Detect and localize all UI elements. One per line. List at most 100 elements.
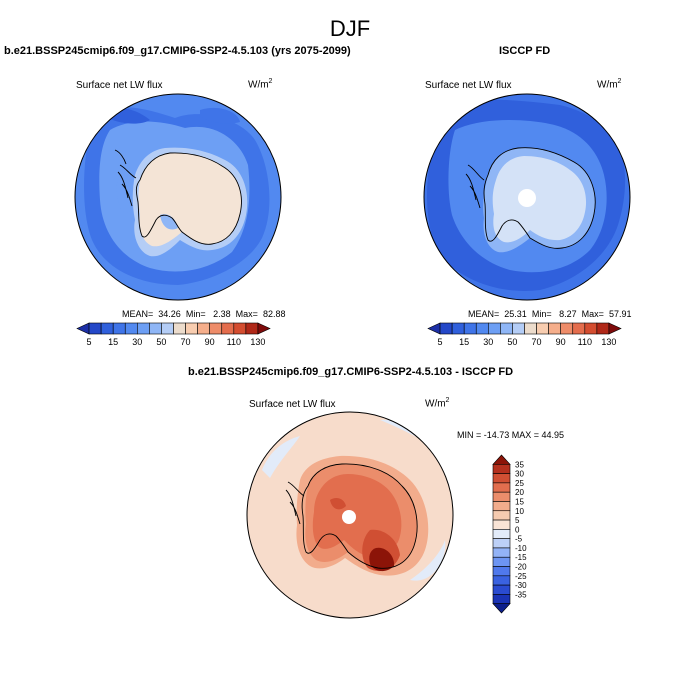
colorbar-tick-label: -35 [515,590,527,599]
panel2-variable: Surface net LW flux [425,80,512,91]
colorbar-box [451,322,465,335]
colorbar-box [492,519,511,530]
panel1-title: b.e21.BSSP245cmip6.f09_g17.CMIP6-SSP2-4.… [4,45,351,57]
colorbar-box [492,575,511,586]
colorbar-box [149,322,162,335]
colorbar-box [500,322,513,335]
colorbar-tick-label: 110 [578,337,592,347]
colorbar-box [209,322,223,335]
colorbar-box [512,322,525,335]
panel2-map-border [423,93,631,301]
panel1-variable: Surface net LW flux [76,80,163,91]
panel1-map [75,94,281,300]
colorbar-box [76,322,90,335]
colorbar-box [492,556,511,567]
colorbar-box [100,322,114,335]
colorbar-box [137,322,150,335]
panel1-colorbar: 5 15 30 50 70 90 110 130 [76,322,271,347]
colorbar-box [124,322,138,335]
colorbar-tick-label: 0 [515,525,520,534]
colorbar-box [439,322,453,335]
colorbar-box [492,594,511,605]
colorbar-box [492,529,511,539]
colorbar-tick-label: 15 [515,497,524,506]
panel2-pole-hole [518,189,536,207]
colorbar-tick-label: 35 [515,460,524,469]
colorbar-box [548,322,561,335]
colorbar-tick-label: 5 [515,516,520,525]
panel3-title: b.e21.BSSP245cmip6.f09_g17.CMIP6-SSP2-4.… [188,366,514,378]
panel3-coastline [285,463,418,569]
colorbar-box [492,482,511,493]
colorbar-box [488,322,501,335]
colorbar-tick-label: -10 [515,544,527,553]
colorbar-box [257,322,271,335]
panel3-units: W/m2 [425,397,450,410]
colorbar-tick-label: 90 [556,337,566,347]
colorbar-box [221,322,235,335]
colorbar-tick-label: 50 [507,337,517,347]
panel3-minmax: MIN = -14.73 MAX = 44.95 [457,430,565,440]
colorbar-box [524,322,537,335]
colorbar-tick-label: 20 [515,488,524,497]
colorbar-box [197,322,210,335]
colorbar-tick-label: 30 [515,470,524,479]
colorbar-tick-label: 110 [227,337,241,347]
panel2-title: ISCCP FD [499,45,551,57]
colorbar-tick-label: 15 [459,337,469,347]
colorbar-box [492,584,511,595]
colorbar-tick-label: 10 [515,507,524,516]
colorbar-box [608,322,622,335]
colorbar-box [492,491,511,502]
colorbar-box [572,322,586,335]
colorbar-box [492,463,511,474]
colorbar-tick-label: 130 [250,337,265,347]
colorbar-box [173,322,186,335]
colorbar-box [463,322,477,335]
colorbar-box [233,322,247,335]
colorbar-tick-label: 5 [87,337,92,347]
panel3-pole-hole [342,510,356,524]
panel2-units: W/m2 [597,78,622,91]
colorbar-box [161,322,174,335]
colorbar-box [88,322,102,335]
colorbar-tick-label: 5 [438,337,443,347]
colorbar-box [492,510,511,521]
colorbar-box [536,322,549,335]
colorbar-box [492,603,511,614]
panel2-colorbar: 5 15 30 50 70 90 110 130 [427,322,622,347]
colorbar-tick-label: -30 [515,581,527,590]
colorbar-box [427,322,441,335]
colorbar-box [492,501,511,512]
panel1-units: W/m2 [248,78,273,91]
colorbar-tick-label: -25 [515,572,527,581]
colorbar-tick-label: -20 [515,563,527,572]
colorbar-tick-label: 70 [532,337,542,347]
colorbar-tick-label: 25 [515,479,524,488]
colorbar-tick-label: 30 [132,337,142,347]
colorbar-box [596,322,610,335]
colorbar-box [584,322,598,335]
panel3-map-border [246,411,454,619]
colorbar-tick-label: 15 [108,337,118,347]
panel2-map [424,94,630,300]
colorbar-box [492,547,511,558]
colorbar-tick-label: 90 [205,337,215,347]
panel3-variable: Surface net LW flux [249,399,336,410]
panel1-map-border [74,93,282,301]
panel3-map [247,412,453,618]
colorbar-tick-label: 30 [483,337,493,347]
colorbar-tick-label: -15 [515,553,527,562]
panel2-coastline [465,147,596,249]
colorbar-box [560,322,574,335]
colorbar-tick-label: 50 [156,337,166,347]
colorbar-box [492,566,511,577]
colorbar-tick-label: -5 [515,535,523,544]
season-title: DJF [329,16,371,41]
colorbar-box [492,538,511,549]
colorbar-box [245,322,259,335]
colorbar-tick-label: 70 [181,337,191,347]
colorbar-box [185,322,198,335]
